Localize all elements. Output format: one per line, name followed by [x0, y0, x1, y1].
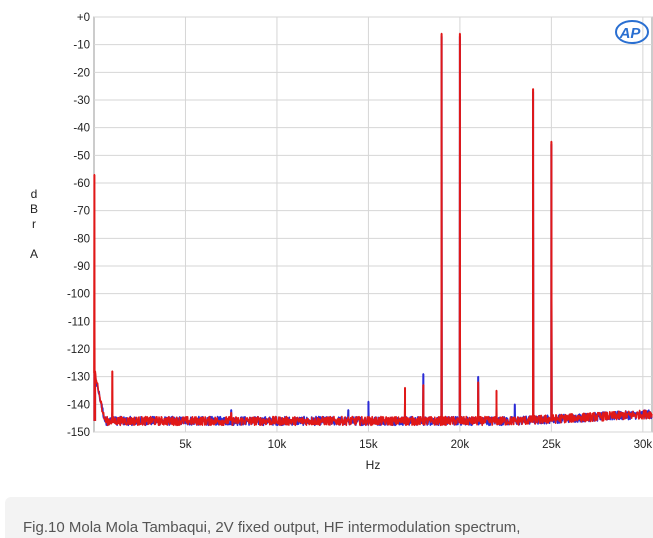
svg-text:AP: AP — [619, 25, 642, 42]
y-axis-label: d B r A — [30, 187, 38, 261]
x-tick-label: 20k — [451, 439, 470, 451]
y-tick-label: -120 — [67, 344, 90, 356]
svg-text:d: d — [31, 187, 38, 201]
y-tick-label: -10 — [73, 40, 90, 52]
y-tick-label: -140 — [67, 399, 90, 411]
y-tick-label: -20 — [73, 67, 90, 79]
y-tick-label: -50 — [73, 150, 90, 162]
y-tick-label: -30 — [73, 95, 90, 107]
svg-text:r: r — [32, 217, 36, 231]
x-tick-label: 5k — [179, 439, 191, 451]
x-axis-label: Hz — [366, 458, 381, 472]
y-tick-label: -110 — [68, 316, 90, 328]
y-tick-label: -80 — [73, 233, 90, 245]
grid-lines — [94, 16, 652, 433]
y-tick-label: -90 — [73, 261, 90, 273]
y-tick-label: -70 — [73, 206, 90, 218]
plot-area — [93, 16, 653, 433]
x-tick-label: 25k — [542, 439, 561, 451]
series-group — [93, 32, 653, 427]
y-tick-label: -60 — [73, 178, 90, 190]
spectrum-chart: +0 -10 -20 -30 -40 -50 -60 -70 -80 -90 -100 -110 -12… — [30, 12, 653, 472]
x-tick-label: 15k — [359, 439, 378, 451]
svg-text:A: A — [30, 247, 38, 261]
y-tick-labels: +0 -10 -20 -30 -40 -50 -60 -70 -80 -90 -100 -110 -12… — [67, 12, 90, 439]
y-tick-label: +0 — [77, 12, 90, 24]
y-tick-label: -40 — [73, 123, 90, 135]
y-tick-label: -130 — [67, 372, 90, 384]
svg-text:B: B — [30, 202, 38, 216]
x-tick-label: 30k — [634, 439, 653, 451]
x-tick-label: 10k — [268, 439, 287, 451]
ap-logo: AP — [615, 20, 649, 44]
figure-caption: Fig.10 Mola Mola Tambaqui, 2V fixed outp… — [5, 497, 653, 538]
series-line-2 — [93, 32, 653, 427]
y-tick-label: -100 — [67, 289, 90, 301]
x-tick-labels: 5k 10k 15k 20k 25k 30k — [179, 439, 652, 451]
y-tick-label: -150 — [67, 427, 90, 439]
